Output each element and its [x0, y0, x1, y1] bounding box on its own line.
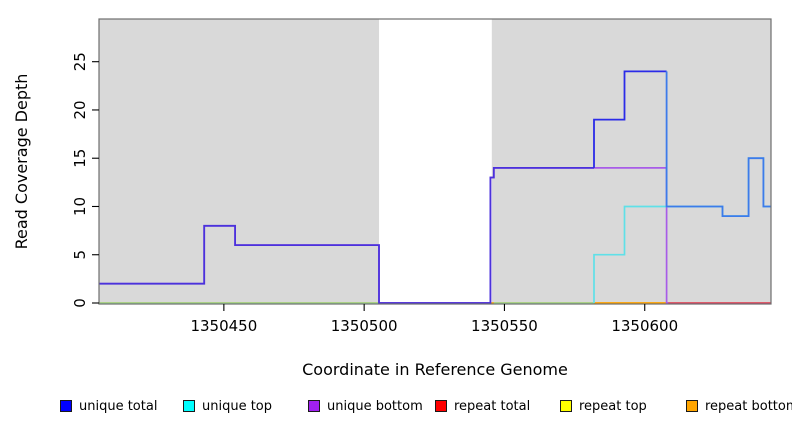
legend-item-unique-total: unique total — [60, 396, 157, 416]
x-tick-label: 1350450 — [190, 317, 257, 335]
masked-gap-region — [379, 19, 492, 304]
legend-item-repeat-total: repeat total — [435, 396, 530, 416]
x-tick-label: 1350500 — [331, 317, 398, 335]
y-tick-label: 0 — [71, 298, 89, 308]
legend-swatch-repeat-total — [435, 400, 447, 412]
coverage-plot: 1350450 1350500 1350550 1350600 0 5 10 15 20 25 Co… — [12, 18, 772, 379]
legend-item-repeat-bottom: repeat bottom — [686, 396, 792, 416]
legend-item-unique-top: unique top — [183, 396, 272, 416]
legend-label: unique total — [79, 398, 158, 414]
y-tick-label: 15 — [71, 149, 89, 168]
legend-swatch-unique-total — [60, 400, 72, 412]
y-tick-label: 10 — [71, 197, 89, 216]
legend-swatch-repeat-top — [560, 400, 572, 412]
y-tick-label: 25 — [71, 52, 89, 71]
legend-label: repeat bottom — [705, 398, 792, 414]
plot-legend: unique total unique top unique bottom repea… — [0, 396, 792, 420]
x-axis-title: Coordinate in Reference Genome — [302, 360, 568, 379]
legend-item-unique-bottom: unique bottom — [308, 396, 423, 416]
legend-swatch-repeat-bottom — [686, 400, 698, 412]
x-tick-label: 1350600 — [611, 317, 678, 335]
series-unique-total — [665, 71, 771, 217]
legend-swatch-unique-bottom — [308, 400, 320, 412]
y-tick-label: 20 — [71, 100, 89, 119]
series-unique-total — [99, 167, 594, 304]
y-tick-label: 5 — [71, 250, 89, 260]
legend-label: repeat total — [454, 398, 531, 414]
legend-label: unique top — [202, 398, 273, 414]
panel-border — [98, 18, 772, 305]
series-unique-total — [593, 70, 667, 168]
legend-swatch-unique-top — [183, 400, 195, 412]
legend-label: unique bottom — [327, 398, 423, 414]
legend-label: repeat top — [579, 398, 647, 414]
x-tick-label: 1350550 — [471, 317, 538, 335]
legend-item-repeat-top: repeat top — [560, 396, 647, 416]
y-axis-title: Read Coverage Depth — [12, 74, 31, 250]
